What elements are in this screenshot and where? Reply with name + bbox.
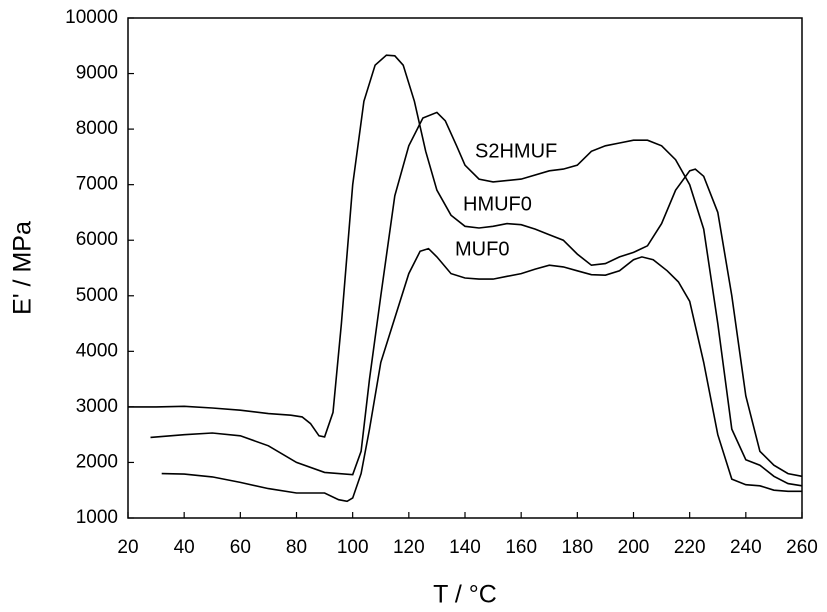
x-tick-label: 220 xyxy=(674,537,706,558)
x-tick-label: 100 xyxy=(337,537,369,558)
x-tick-label: 180 xyxy=(561,537,593,558)
y-tick-label: 4000 xyxy=(76,340,118,361)
x-tick-label: 200 xyxy=(618,537,650,558)
x-tick-label: 60 xyxy=(230,537,251,558)
line xyxy=(128,54,803,478)
x-axis-label: T / °C xyxy=(433,581,497,609)
series-label: S2HMUF xyxy=(475,140,557,162)
y-tick-label: 3000 xyxy=(76,396,118,417)
y-tick-label: 8000 xyxy=(76,118,118,139)
x-tick-label: 120 xyxy=(393,537,425,558)
x-tick-label: 20 xyxy=(117,537,138,558)
y-tick-label: 5000 xyxy=(76,285,118,306)
y-tick-label: 2000 xyxy=(76,451,118,472)
plot-frame xyxy=(127,17,803,519)
x-tick-label: 260 xyxy=(786,537,818,558)
line xyxy=(150,111,803,487)
y-tick-label: 7000 xyxy=(76,174,118,195)
series-label: HMUF0 xyxy=(463,193,532,215)
x-tick-label: 240 xyxy=(730,537,762,558)
y-tick-label: 6000 xyxy=(76,229,118,250)
x-tick-label: 140 xyxy=(449,537,481,558)
y-tick-label: 9000 xyxy=(76,63,118,84)
y-axis-label: E' / MPa xyxy=(9,221,37,315)
line xyxy=(161,247,802,503)
x-tick-label: 40 xyxy=(174,537,195,558)
x-tick-label: 80 xyxy=(286,537,307,558)
series-label: MUF0 xyxy=(455,238,509,260)
y-tick-label: 10000 xyxy=(65,7,118,28)
x-tick-label: 160 xyxy=(505,537,537,558)
y-tick-label: 1000 xyxy=(76,507,118,528)
